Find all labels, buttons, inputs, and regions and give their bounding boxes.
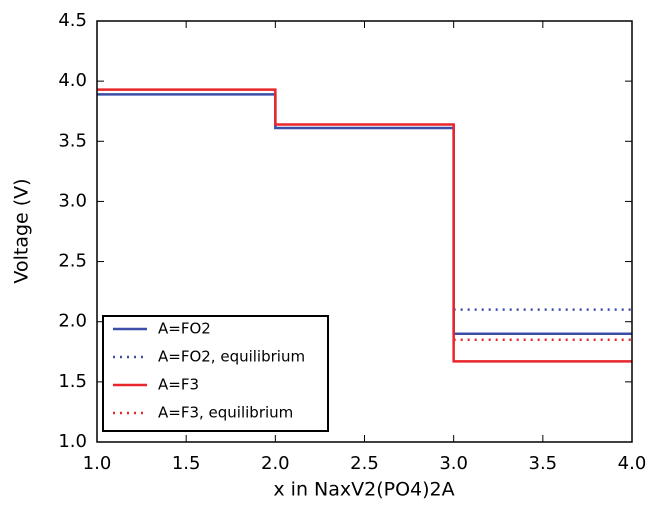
y-tick-label: 4.0 (58, 70, 87, 91)
y-tick-label: 1.0 (58, 431, 87, 452)
x-tick-label: 4.0 (618, 453, 647, 474)
x-axis-label: x in NaxV2(PO4)2A (273, 479, 454, 501)
legend-box (102, 315, 329, 432)
y-tick-label: 3.0 (58, 190, 87, 211)
plot-frame (96, 20, 633, 443)
series-line (97, 93, 632, 335)
legend-label: A=FO2, equilibrium (158, 348, 305, 366)
x-tick-label: 1.5 (172, 453, 201, 474)
y-tick-label: 3.5 (58, 130, 87, 151)
legend-label: A=F3, equilibrium (158, 404, 293, 422)
legend-label: A=F3 (158, 376, 199, 394)
x-tick-label: 2.5 (350, 453, 379, 474)
legend: A=FO2 A=FO2, equilibrium A=F3 A=F3, equilib… (102, 315, 329, 432)
x-tick-label: 3.0 (439, 453, 468, 474)
x-tick-label: 1.0 (83, 453, 112, 474)
y-tick-label: 1.5 (58, 371, 87, 392)
y-tick-label: 2.5 (58, 251, 87, 272)
legend-label: A=FO2 (158, 320, 211, 338)
series-line (97, 88, 632, 363)
x-tick-label: 2.0 (261, 453, 290, 474)
y-axis-label: Voltage (V) (11, 178, 33, 283)
y-tick-label: 2.0 (58, 311, 87, 332)
x-tick-label: 3.5 (529, 453, 558, 474)
y-tick-label: 4.5 (58, 10, 87, 31)
